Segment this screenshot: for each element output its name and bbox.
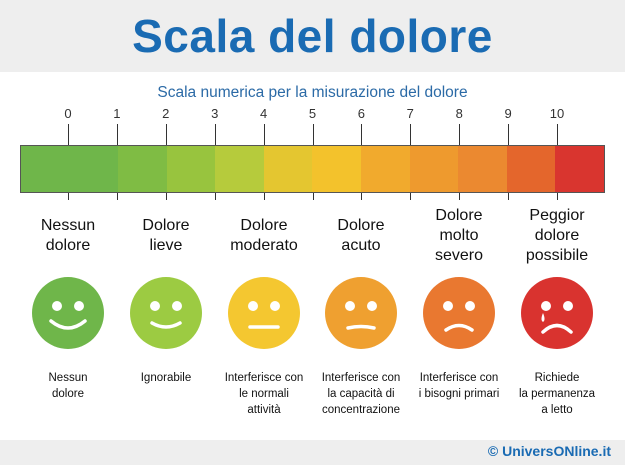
pain-level-label-line: moderato bbox=[230, 237, 298, 254]
scale-subtitle: Scala numerica per la misurazione del do… bbox=[157, 84, 468, 101]
pain-level-label: Dolore moderato bbox=[216, 202, 313, 270]
pain-level-label-line: Nessun bbox=[40, 217, 96, 234]
page-title: Scala del dolore bbox=[132, 10, 493, 62]
tick-label-0: 0 bbox=[64, 106, 72, 121]
pain-level-label-line: possibile bbox=[525, 247, 589, 264]
pain-level-description-line: a letto bbox=[541, 404, 573, 416]
pain-level-description-line: le normali bbox=[239, 388, 289, 400]
pain-level-description-line: Ignorabile bbox=[140, 372, 192, 384]
scale-segment bbox=[506, 146, 556, 192]
tick-label-4: 4 bbox=[259, 106, 268, 121]
tick-label-10: 10 bbox=[549, 106, 565, 121]
pain-level-description: Richiede la permanenza a letto bbox=[509, 370, 606, 418]
tick-label-3: 3 bbox=[211, 106, 219, 121]
pain-level-label-line: Dolore bbox=[337, 217, 385, 234]
scale-segment bbox=[21, 146, 70, 192]
pain-level-description-line: Interferisce con bbox=[419, 372, 499, 384]
tick-label-2: 2 bbox=[162, 106, 170, 121]
scale-segment bbox=[458, 146, 507, 192]
title-band: Scala del dolore bbox=[0, 0, 625, 72]
tick-label-1: 1 bbox=[113, 106, 121, 121]
pain-level-label-line: dolore bbox=[45, 237, 91, 254]
pain-level-description-line: attività bbox=[247, 404, 281, 416]
scale-segment bbox=[166, 146, 216, 192]
pain-level-label-line: Dolore bbox=[142, 217, 190, 234]
scale-segment bbox=[555, 146, 604, 192]
pain-level-description-line: Nessun bbox=[48, 372, 88, 384]
pain-level-label-line: Dolore bbox=[435, 207, 483, 224]
footer: © UniversONline.it bbox=[0, 440, 625, 465]
tick-label-9: 9 bbox=[504, 106, 512, 121]
pain-level-description: Ignorabile bbox=[118, 370, 215, 386]
pain-face-icon bbox=[226, 275, 302, 351]
pain-level-description-line: la capacità di bbox=[327, 388, 395, 400]
pain-face-icon bbox=[421, 275, 497, 351]
pain-level-label-line: severo bbox=[434, 247, 484, 264]
pain-level-description-line: Interferisce con bbox=[224, 372, 304, 384]
pain-level-description-line: Interferisce con bbox=[321, 372, 401, 384]
tick-label-7: 7 bbox=[406, 106, 414, 121]
tick-label-6: 6 bbox=[357, 106, 365, 121]
tick-label-8: 8 bbox=[455, 106, 463, 121]
pain-level-description-line: Richiede bbox=[534, 372, 580, 384]
scale-segment bbox=[312, 146, 362, 192]
pain-level-label: Dolore acuto bbox=[313, 202, 410, 270]
pain-scale-bar bbox=[20, 145, 605, 193]
pain-level-label-line: molto bbox=[439, 227, 479, 244]
pain-level-label: Peggior dolore possibile bbox=[509, 202, 606, 270]
scale-segment bbox=[118, 146, 167, 192]
pain-level-label-line: dolore bbox=[534, 227, 580, 244]
pain-level-label-line: Dolore bbox=[240, 217, 288, 234]
scale-segment bbox=[409, 146, 459, 192]
pain-level-description-line: la permanenza bbox=[518, 388, 596, 400]
pain-level-label-line: Peggior bbox=[529, 207, 585, 224]
pain-level-label-line: lieve bbox=[149, 237, 183, 254]
pain-level-label: Dolore molto severo bbox=[411, 202, 508, 270]
pain-level-description: Nessun dolore bbox=[20, 370, 117, 402]
scale-segment bbox=[69, 146, 119, 192]
pain-level-description-line: concentrazione bbox=[322, 404, 400, 416]
scale-segment bbox=[263, 146, 313, 192]
pain-level-description: Interferisce con la capacità di concentraz… bbox=[313, 370, 410, 418]
pain-level-label: Nessun dolore bbox=[20, 202, 117, 270]
pain-face-icon bbox=[519, 275, 595, 351]
pain-level-description-line: dolore bbox=[52, 388, 84, 400]
pain-level-description: Interferisce con le normali attività bbox=[216, 370, 313, 418]
tick-label-5: 5 bbox=[308, 106, 317, 121]
copyright-text: © UniversONline.it bbox=[487, 443, 611, 459]
pain-level-label-line: acuto bbox=[341, 237, 381, 254]
pain-level-label: Dolore lieve bbox=[118, 202, 215, 270]
pain-face-icon bbox=[323, 275, 399, 351]
pain-level-description: Interferisce con i bisogni primari bbox=[411, 370, 508, 402]
pain-face-icon bbox=[128, 275, 204, 351]
scale-segment bbox=[361, 146, 410, 192]
scale-segment bbox=[215, 146, 264, 192]
pain-level-description-line: i bisogni primari bbox=[418, 388, 500, 400]
pain-face-icon bbox=[30, 275, 106, 351]
